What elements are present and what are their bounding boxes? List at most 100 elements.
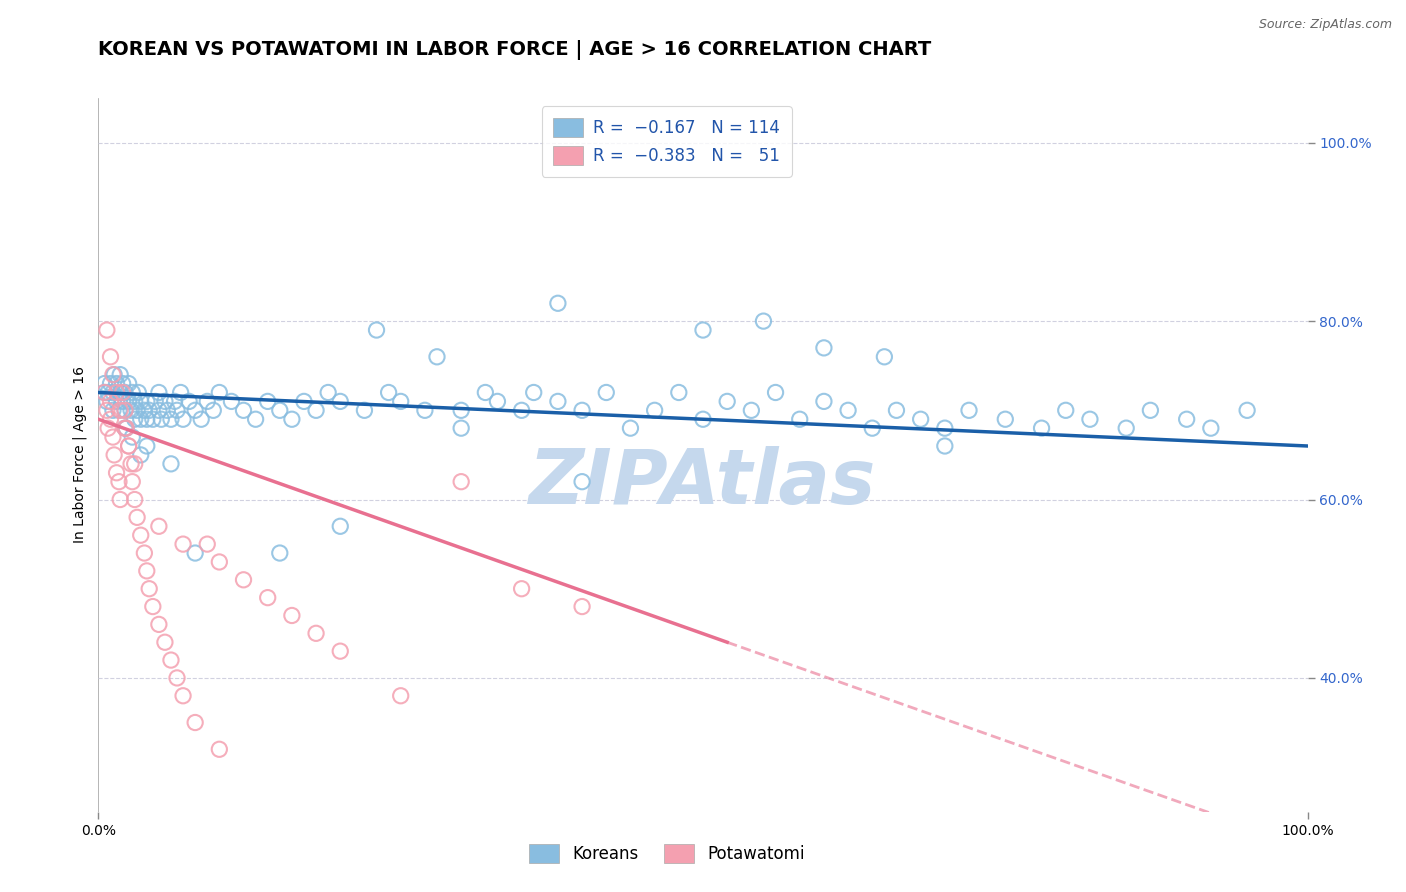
Point: [1054, 403, 1077, 417]
Point: [100, 394, 122, 409]
Point: [316, 385, 339, 400]
Point: [101, 430, 124, 444]
Point: [101, 403, 124, 417]
Point: [105, 385, 128, 400]
Point: [169, 385, 191, 400]
Point: [837, 403, 859, 417]
Point: [740, 403, 762, 417]
Point: [108, 385, 131, 400]
Point: [124, 457, 146, 471]
Point: [934, 439, 956, 453]
Point: [108, 368, 131, 382]
Point: [118, 394, 141, 409]
Point: [160, 457, 183, 471]
Point: [184, 546, 207, 560]
Point: [195, 394, 218, 409]
Point: [129, 412, 152, 426]
Point: [135, 394, 157, 409]
Point: [111, 376, 134, 391]
Text: KOREAN VS POTAWATOMI IN LABOR FORCE | AGE > 16 CORRELATION CHART: KOREAN VS POTAWATOMI IN LABOR FORCE | AG…: [98, 40, 932, 60]
Point: [93, 385, 115, 400]
Point: [120, 403, 142, 417]
Point: [111, 394, 134, 409]
Point: [377, 385, 399, 400]
Point: [153, 394, 176, 409]
Point: [148, 385, 170, 400]
Point: [644, 403, 666, 417]
Point: [510, 582, 533, 596]
Point: [135, 439, 157, 453]
Point: [153, 635, 176, 649]
Point: [813, 341, 835, 355]
Point: [957, 403, 980, 417]
Point: [143, 394, 166, 409]
Point: [160, 653, 183, 667]
Point: [96, 403, 118, 417]
Point: [103, 448, 125, 462]
Point: [994, 412, 1017, 426]
Point: [886, 403, 908, 417]
Point: [752, 314, 775, 328]
Point: [114, 403, 136, 417]
Point: [292, 394, 315, 409]
Point: [124, 412, 146, 426]
Point: [111, 385, 134, 400]
Point: [134, 403, 156, 417]
Point: [190, 412, 212, 426]
Point: [426, 350, 449, 364]
Point: [208, 742, 231, 756]
Point: [184, 715, 207, 730]
Point: [716, 394, 738, 409]
Point: [547, 394, 569, 409]
Point: [692, 412, 714, 426]
Point: [114, 421, 136, 435]
Point: [305, 403, 328, 417]
Point: [179, 394, 201, 409]
Point: [108, 403, 131, 417]
Text: Source: ZipAtlas.com: Source: ZipAtlas.com: [1258, 18, 1392, 31]
Point: [281, 608, 304, 623]
Point: [450, 421, 472, 435]
Point: [245, 412, 267, 426]
Point: [129, 394, 152, 409]
Point: [138, 582, 160, 596]
Point: [118, 376, 141, 391]
Point: [172, 537, 194, 551]
Point: [873, 350, 896, 364]
Point: [353, 403, 375, 417]
Point: [100, 376, 122, 391]
Point: [571, 403, 593, 417]
Point: [142, 412, 165, 426]
Point: [692, 323, 714, 337]
Point: [156, 403, 179, 417]
Point: [166, 403, 188, 417]
Point: [127, 403, 149, 417]
Point: [256, 394, 278, 409]
Point: [765, 385, 787, 400]
Point: [269, 546, 291, 560]
Point: [114, 385, 136, 400]
Point: [547, 296, 569, 310]
Point: [97, 385, 120, 400]
Point: [114, 421, 136, 435]
Point: [595, 385, 617, 400]
Point: [138, 403, 160, 417]
Point: [134, 546, 156, 560]
Point: [118, 439, 141, 453]
Point: [105, 394, 128, 409]
Point: [127, 510, 149, 524]
Point: [105, 376, 128, 391]
Point: [305, 626, 328, 640]
Legend: Koreans, Potawatomi: Koreans, Potawatomi: [517, 832, 815, 875]
Point: [934, 421, 956, 435]
Point: [329, 394, 352, 409]
Point: [208, 385, 231, 400]
Point: [148, 519, 170, 533]
Point: [281, 412, 304, 426]
Point: [1139, 403, 1161, 417]
Point: [93, 385, 115, 400]
Point: [329, 519, 352, 533]
Point: [127, 385, 149, 400]
Text: ZIPAtlas: ZIPAtlas: [529, 447, 877, 520]
Point: [97, 421, 120, 435]
